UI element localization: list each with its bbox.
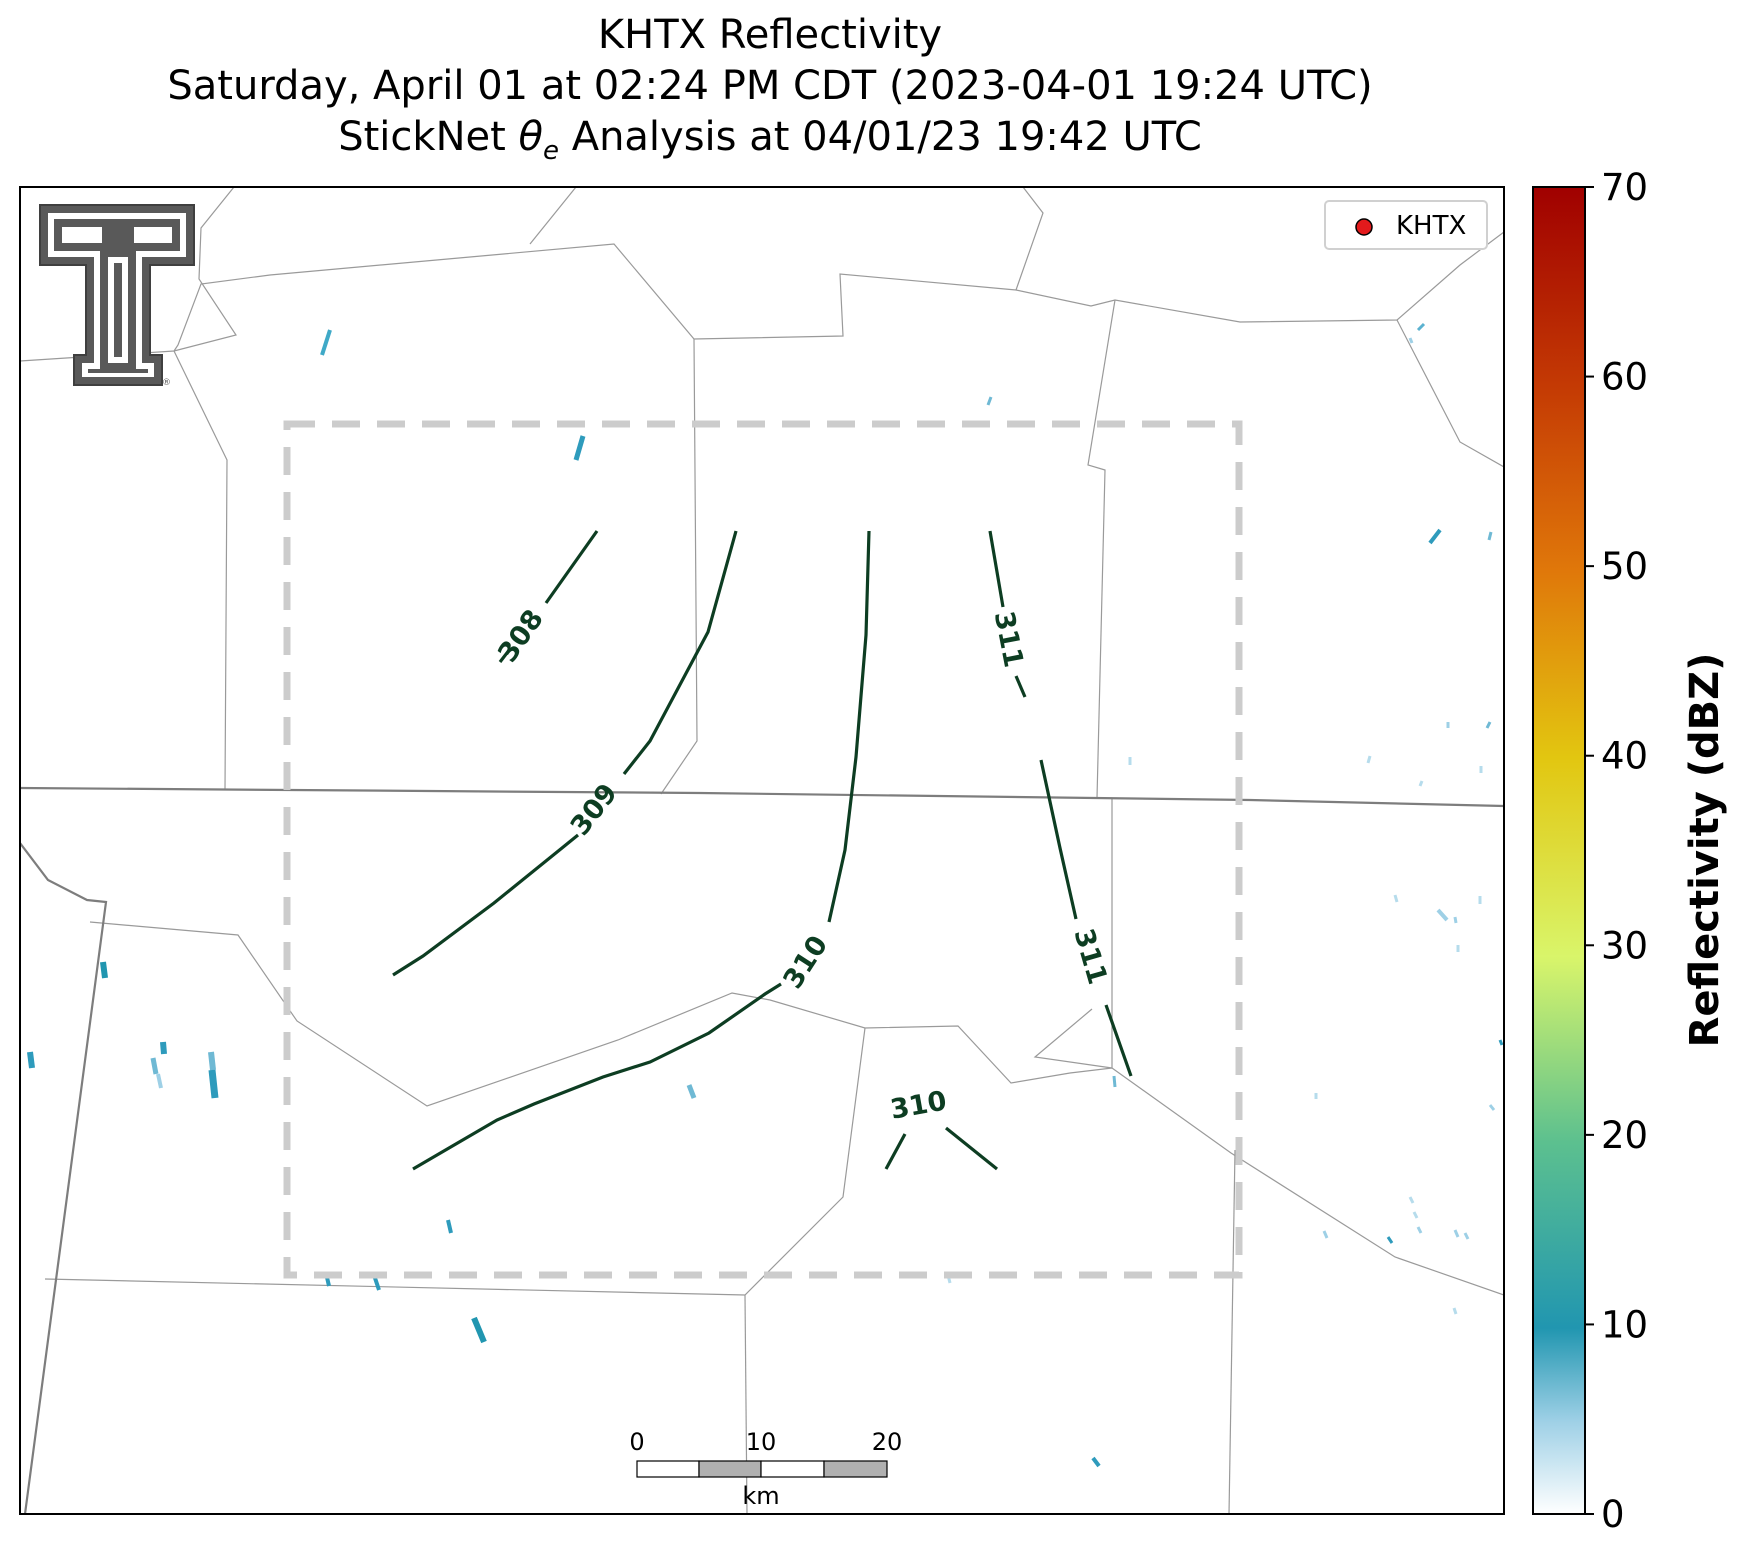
colorbar-tick-label: 40	[1601, 735, 1648, 778]
legend-box	[1324, 200, 1488, 250]
contour-311	[1014, 675, 1027, 698]
map-panel: 308 309 310 311 311 310 ® KHTX	[19, 186, 1505, 1515]
title-analysis: StickNet θe Analysis at 04/01/23 19:42 U…	[338, 114, 1202, 166]
scale-bar: 0 10 20 km	[629, 1428, 902, 1510]
colorbar: 0 10 20 30 40 50 60 70 Reflectivity (dBZ)	[1532, 166, 1728, 1536]
contour-310	[884, 1133, 907, 1170]
colorbar-tick-label: 30	[1601, 924, 1648, 967]
scale-tick-0: 0	[629, 1428, 644, 1456]
contour-308	[498, 648, 512, 663]
colorbar-tick-label: 60	[1601, 356, 1648, 399]
colorbar-tick-label: 50	[1601, 545, 1648, 588]
colorbar-label: Reflectivity (dBZ)	[1682, 653, 1728, 1048]
scale-tick-10: 10	[746, 1428, 777, 1456]
station-marker-icon	[1355, 218, 1373, 236]
texas-tech-logo: ®	[39, 204, 195, 388]
colorbar-tick-label: 10	[1601, 1303, 1648, 1346]
map-frame	[19, 186, 1505, 1515]
logo-registered-mark: ®	[162, 378, 171, 388]
contour-311	[1039, 759, 1078, 920]
scale-tick-20: 20	[872, 1428, 903, 1456]
contour-311	[1104, 1004, 1133, 1077]
legend-label-khtx: KHTX	[1396, 211, 1466, 241]
colorbar-tick-label: 0	[1601, 1493, 1625, 1536]
colorbar-tick-label: 20	[1601, 1114, 1648, 1157]
contour-309	[392, 833, 580, 977]
analysis-domain-box	[283, 420, 1243, 1279]
colorbar-gradient	[1532, 186, 1586, 1515]
colorbar-tick-label: 70	[1601, 166, 1648, 209]
title-radar: KHTX Reflectivity	[597, 12, 943, 58]
reflectivity-returns	[27, 322, 1504, 1468]
contour-310	[412, 982, 782, 1171]
map-title: KHTX Reflectivity Saturday, April 01 at …	[0, 10, 1540, 177]
colorbar-ticks: 0 10 20 30 40 50 60 70	[1585, 166, 1648, 1536]
map-background	[20, 187, 1504, 1514]
theta-e-contours	[392, 530, 1133, 1171]
scale-unit: km	[742, 1482, 779, 1510]
contour-308	[544, 530, 599, 604]
map-legend: KHTX	[1324, 200, 1488, 250]
contour-311	[988, 530, 1005, 608]
state-boundaries	[20, 786, 1504, 1514]
contour-310	[827, 530, 871, 923]
title-datetime: Saturday, April 01 at 02:24 PM CDT (2023…	[167, 63, 1373, 109]
contour-309	[622, 530, 738, 775]
contour-310	[944, 1126, 999, 1171]
